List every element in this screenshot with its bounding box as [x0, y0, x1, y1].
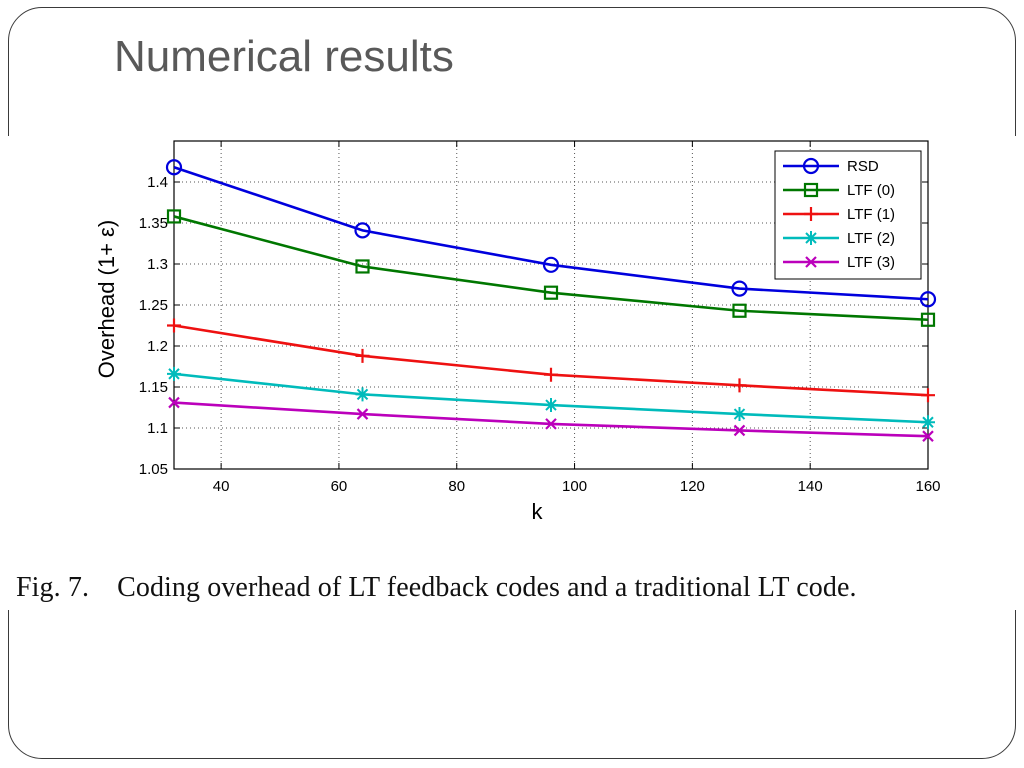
- y-tick-label: 1.25: [139, 297, 168, 314]
- y-tick-label: 1.2: [147, 338, 168, 355]
- legend-label: LTF (0): [847, 182, 895, 199]
- data-point-1-1: [355, 259, 370, 274]
- y-tick-label: 1.05: [139, 461, 168, 478]
- data-point-2-1: [355, 348, 370, 363]
- x-tick-label: 140: [798, 478, 823, 495]
- caption-text: Coding overhead of LT feedback codes and…: [117, 572, 857, 603]
- data-point-2-2: [544, 367, 558, 382]
- series-line-1: [173, 215, 929, 322]
- data-point-0-0: [165, 159, 183, 176]
- y-tick-label: 1.1: [147, 420, 168, 437]
- figure-caption: Fig. 7. Coding overhead of LT feedback co…: [16, 572, 857, 604]
- data-point-4-0: [168, 396, 180, 409]
- data-point-2-3: [732, 378, 747, 393]
- line-chart: 40 60 80 100 120 140 160 1.05 1.1 1.15 1.2 1.25 1.3 1…: [94, 140, 941, 524]
- x-tick-label: 120: [680, 478, 705, 495]
- data-point-3-3: [732, 407, 747, 422]
- data-point-0-2: [542, 256, 560, 273]
- series-line-0: [173, 166, 929, 301]
- slide-title: Numerical results: [114, 32, 454, 81]
- legend-label: LTF (3): [847, 254, 895, 271]
- data-point-0-1: [354, 222, 371, 239]
- data-point-0-4: [919, 291, 937, 308]
- legend-marker: [804, 231, 818, 245]
- data-point-1-4: [920, 312, 936, 327]
- y-axis-label: Overhead (1+ ε): [94, 220, 119, 378]
- caption-label: Fig. 7.: [16, 572, 90, 603]
- legend-marker: [802, 157, 820, 175]
- x-tick-label: 40: [213, 478, 230, 495]
- y-tick-label: 1.35: [139, 215, 168, 232]
- data-point-3-4: [921, 415, 935, 430]
- x-tick-label: 100: [562, 478, 587, 495]
- data-point-1-0: [166, 209, 182, 224]
- legend-marker: [805, 256, 817, 268]
- legend-marker: [803, 182, 819, 198]
- x-axis-label: k: [532, 499, 544, 524]
- legend-label: LTF (2): [847, 230, 895, 247]
- legend-marker: [804, 207, 818, 221]
- x-tick-label: 80: [448, 478, 465, 495]
- y-tick-label: 1.15: [139, 379, 168, 396]
- legend-label: RSD: [847, 158, 879, 175]
- data-point-2-0: [167, 318, 181, 333]
- figure-panel: 40 60 80 100 120 140 160 1.05 1.1 1.15 1.2 1.25 1.3 1…: [0, 136, 1024, 610]
- data-point-0-3: [731, 280, 748, 297]
- data-point-4-2: [545, 418, 557, 430]
- data-point-1-3: [732, 303, 747, 318]
- data-point-3-0: [167, 366, 181, 381]
- data-point-4-4: [922, 430, 934, 442]
- x-tick-label: 160: [915, 478, 940, 495]
- data-point-1-2: [543, 285, 559, 300]
- data-point-4-1: [356, 408, 369, 420]
- data-point-2-4: [921, 388, 935, 403]
- data-point-4-3: [733, 424, 746, 437]
- legend-label: LTF (1): [847, 206, 895, 223]
- data-point-3-2: [544, 398, 558, 413]
- data-point-3-1: [355, 387, 370, 402]
- y-tick-label: 1.3: [147, 256, 168, 273]
- y-tick-label: 1.4: [147, 174, 168, 191]
- x-tick-label: 60: [331, 478, 348, 495]
